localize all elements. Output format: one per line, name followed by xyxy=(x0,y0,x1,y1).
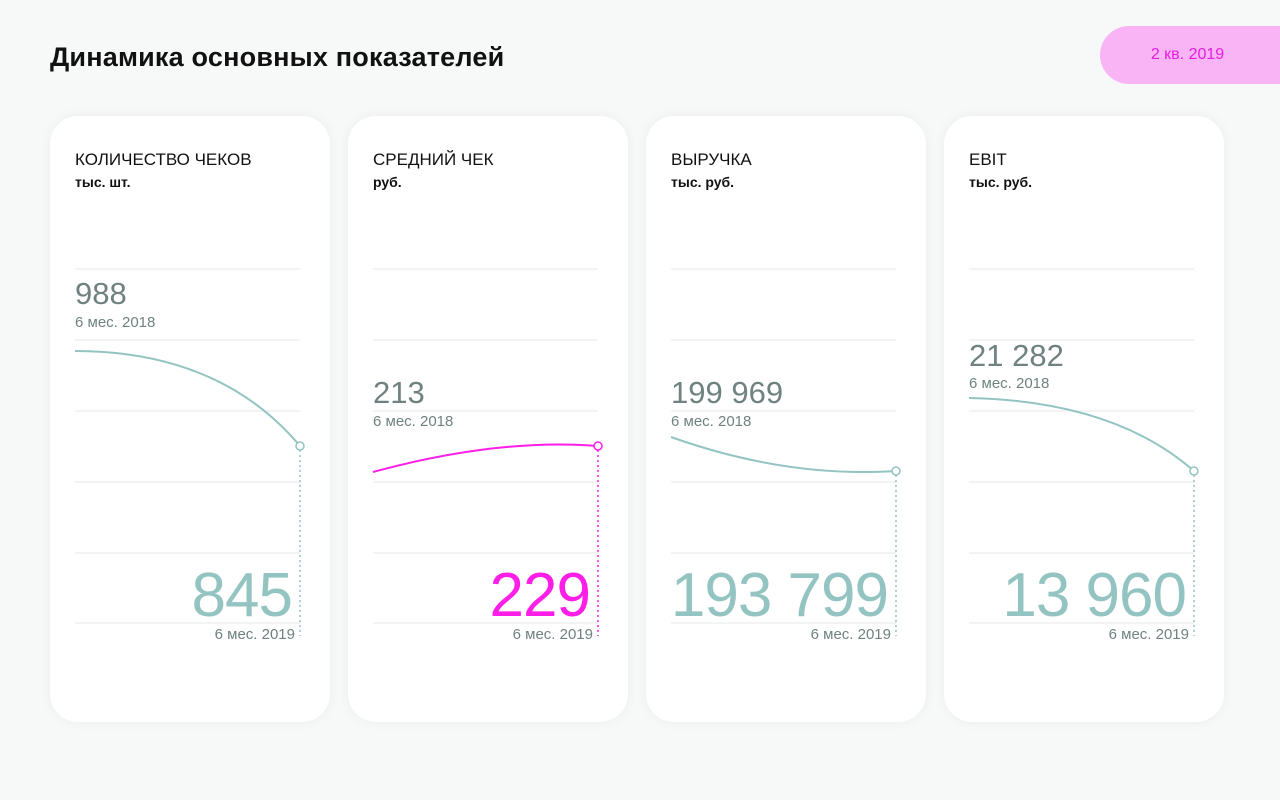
prev-label: 6 мес. 2018 xyxy=(671,413,752,430)
prev-value: 213 xyxy=(373,375,425,410)
card-title: EBIT xyxy=(969,150,1007,169)
curr-label: 6 мес. 2019 xyxy=(512,626,593,643)
end-point xyxy=(295,441,305,451)
prev-value: 199 969 xyxy=(671,375,784,410)
trend-line xyxy=(372,443,599,473)
prev-value: 988 xyxy=(75,276,127,311)
card-average-check: СРЕДНИЙ ЧЕК руб. 213 6 мес. 2018 229 6 м… xyxy=(348,116,628,722)
trend-line xyxy=(74,350,301,447)
trend-chart xyxy=(372,268,603,636)
end-point xyxy=(891,466,901,476)
trend-chart xyxy=(74,268,305,636)
card-ebit: EBIT тыс. руб. 21 282 6 мес. 2018 13 960… xyxy=(944,116,1224,722)
prev-label: 6 мес. 2018 xyxy=(969,375,1050,392)
card-unit: руб. xyxy=(373,174,402,190)
prev-value: 21 282 xyxy=(969,338,1064,373)
trend-line xyxy=(968,397,1195,472)
curr-value: 229 xyxy=(489,561,591,630)
trend-line xyxy=(670,436,897,473)
prev-label: 6 мес. 2018 xyxy=(373,413,454,430)
curr-value: 845 xyxy=(191,561,293,630)
period-badge-label: 2 кв. 2019 xyxy=(1150,46,1225,63)
curr-label: 6 мес. 2019 xyxy=(1108,626,1189,643)
trend-chart xyxy=(968,268,1199,636)
card-receipts-count: КОЛИЧЕСТВО ЧЕКОВ тыс. шт. 988 6 мес. 201… xyxy=(50,116,330,722)
prev-label: 6 мес. 2018 xyxy=(75,314,156,331)
card-title: КОЛИЧЕСТВО ЧЕКОВ xyxy=(75,150,252,169)
curr-label: 6 мес. 2019 xyxy=(810,626,891,643)
card-revenue: ВЫРУЧКА тыс. руб. 199 969 6 мес. 2018 19… xyxy=(646,116,926,722)
end-point xyxy=(593,441,603,451)
period-badge: 2 кв. 2019 xyxy=(1100,26,1280,84)
curr-label: 6 мес. 2019 xyxy=(214,626,295,643)
card-title: СРЕДНИЙ ЧЕК xyxy=(373,150,494,169)
page-title: Динамика основных показателей xyxy=(50,42,505,72)
curr-value: 13 960 xyxy=(1002,561,1187,630)
card-title: ВЫРУЧКА xyxy=(671,150,752,169)
card-unit: тыс. шт. xyxy=(75,174,131,190)
end-point xyxy=(1189,466,1199,476)
trend-chart xyxy=(670,268,901,636)
curr-value: 193 799 xyxy=(670,561,889,630)
card-unit: тыс. руб. xyxy=(969,174,1033,190)
card-unit: тыс. руб. xyxy=(671,174,735,190)
